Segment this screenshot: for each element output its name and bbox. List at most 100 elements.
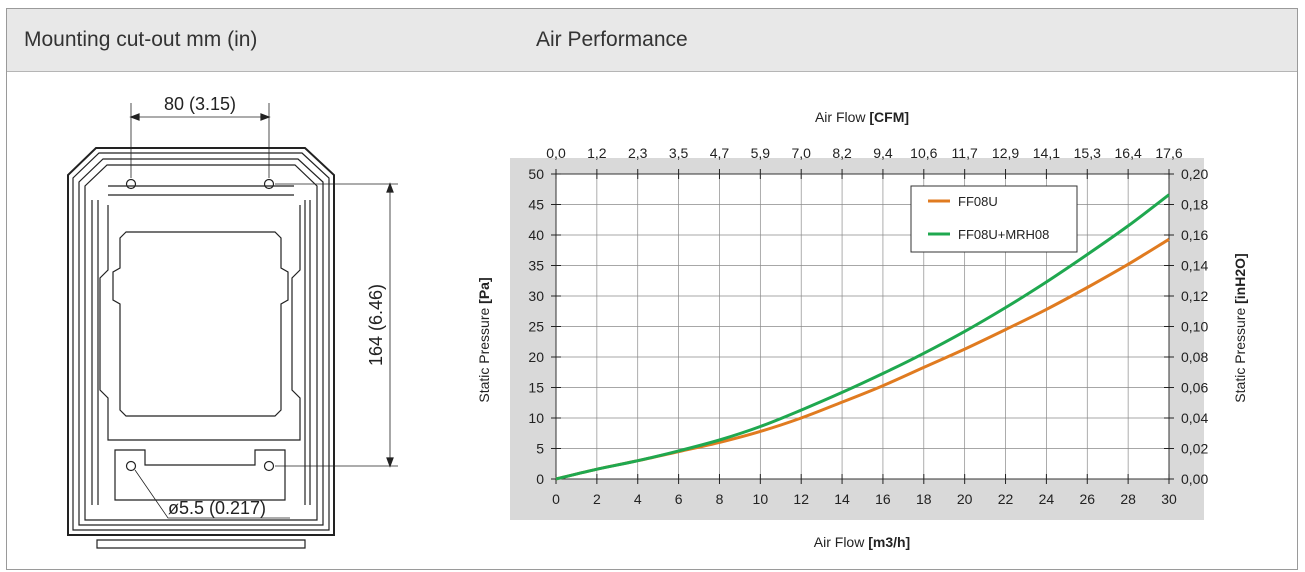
frame-outline: [67, 147, 335, 536]
y2-axis-unit: [inH2O]: [1232, 253, 1248, 304]
y2-axis-title-text: Static Pressure: [1232, 308, 1248, 403]
x-tick-label: 20: [957, 491, 973, 507]
x-tick-label: 22: [998, 491, 1014, 507]
header-bar: Mounting cut-out mm (in) Air Performance: [7, 9, 1297, 72]
y-tick-label: 20: [528, 349, 544, 365]
mounting-hole-top-right: [263, 178, 275, 190]
y-tick-label: 30: [528, 288, 544, 304]
x-tick-label: 30: [1161, 491, 1177, 507]
x2-tick-label: 7,0: [791, 145, 811, 161]
x-tick-label: 28: [1120, 491, 1136, 507]
dim-height-arrow-top: [386, 182, 394, 193]
dim-width-arrow-right: [260, 113, 271, 121]
x-tick-label: 8: [716, 491, 724, 507]
frame-outline-inner-3: [84, 164, 318, 521]
y-tick-label: 35: [528, 258, 544, 274]
y2-tick-label: 0,16: [1181, 227, 1208, 243]
x-axis-title-text: Air Flow: [814, 534, 865, 550]
x2-tick-label: 11,7: [952, 145, 978, 161]
y-tick-label: 0: [536, 471, 544, 487]
y2-tick-label: 0,06: [1181, 380, 1208, 396]
x-tick-label: 4: [634, 491, 642, 507]
y2-tick-label: 0,20: [1181, 166, 1208, 182]
x2-tick-label: 1,2: [587, 145, 607, 161]
dim-hole-leader: [134, 469, 290, 519]
x-tick-label: 10: [753, 491, 769, 507]
datasheet-panel: Mounting cut-out mm (in) Air Performance: [6, 8, 1298, 570]
chart-legend: FF08U FF08U+MRH08: [910, 185, 1078, 253]
x-tick-label: 14: [834, 491, 850, 507]
left-rail: [91, 200, 99, 505]
inner-plate: [99, 205, 301, 441]
chart-grid: [556, 174, 1169, 479]
series-line-ff08u-mrh08: [555, 193, 1170, 481]
y2-tick-label: 0,12: [1181, 288, 1208, 304]
mounting-cutout-heading: Mounting cut-out mm (in): [24, 28, 258, 51]
x-tick-label: 6: [675, 491, 683, 507]
y-tick-label: 15: [528, 380, 544, 396]
frame-outline-inner-2: [78, 158, 324, 526]
mounting-hole-bottom-right: [263, 460, 275, 472]
x2-tick-label: 14,1: [1033, 145, 1060, 161]
bottom-foot: [96, 539, 306, 549]
y-tick-label: 10: [528, 410, 544, 426]
x2-tick-label: 8,2: [832, 145, 852, 161]
y-tick-label: 45: [528, 197, 544, 213]
x-tick-label: 0: [552, 491, 560, 507]
x2-axis-title: Air Flow [CFM]: [815, 109, 909, 125]
dim-height-arrow-bottom: [386, 457, 394, 468]
y-axis-unit: [Pa]: [476, 277, 492, 303]
central-window: [112, 231, 289, 417]
y2-tick-label: 0,14: [1181, 258, 1208, 274]
x2-tick-label: 12,9: [992, 145, 1019, 161]
x-tick-label: 26: [1079, 491, 1095, 507]
top-bar: [108, 185, 294, 196]
dim-height-label: 164 (6.46): [366, 284, 386, 366]
chart-ticks: 0 2 4 6 8 10 12 14 16 18 20 22 24 26 28 300,0 1,2 2,3 3,5 4…: [528, 145, 1208, 507]
legend-label-ff08u: FF08U: [958, 194, 998, 209]
y-tick-label: 25: [528, 319, 544, 335]
x-tick-label: 12: [793, 491, 809, 507]
x-tick-label: 2: [593, 491, 601, 507]
x-tick-label: 18: [916, 491, 932, 507]
dim-width-arrow-left: [129, 113, 140, 121]
frame-outline-inner-1: [72, 152, 330, 531]
y2-axis-title: Static Pressure [inH2O]: [1232, 253, 1248, 402]
x-axis-title: Air Flow [m3/h]: [814, 534, 910, 550]
x-axis-unit: [m3/h]: [868, 534, 910, 550]
x2-tick-label: 10,6: [910, 145, 937, 161]
x2-axis-unit: [CFM]: [869, 109, 909, 125]
lower-cutout: [114, 449, 286, 501]
x-tick-label: 24: [1039, 491, 1055, 507]
y-tick-label: 5: [536, 441, 544, 457]
x-tick-label: 16: [875, 491, 891, 507]
x2-tick-label: 9,4: [873, 145, 893, 161]
x2-tick-label: 16,4: [1115, 145, 1142, 161]
y2-tick-label: 0,10: [1181, 319, 1208, 335]
mounting-hole-bottom-left: [125, 460, 137, 472]
dim-hole-label: ø5.5 (0.217): [168, 498, 266, 518]
y2-tick-label: 0,02: [1181, 441, 1208, 457]
y-axis-title-text: Static Pressure: [476, 308, 492, 403]
y2-tick-label: 0,18: [1181, 197, 1208, 213]
x2-tick-label: 3,5: [669, 145, 689, 161]
x2-tick-label: 15,3: [1074, 145, 1101, 161]
x2-tick-label: 17,6: [1155, 145, 1182, 161]
right-rail: [304, 200, 311, 505]
x2-tick-label: 0,0: [546, 145, 566, 161]
mounting-drawing: [67, 103, 398, 549]
y-axis-title: Static Pressure [Pa]: [476, 277, 492, 402]
chart-series: [555, 193, 1170, 481]
y2-tick-label: 0,00: [1181, 471, 1208, 487]
x2-axis-title-text: Air Flow: [815, 109, 866, 125]
y2-tick-label: 0,04: [1181, 410, 1208, 426]
x2-tick-label: 2,3: [628, 145, 648, 161]
y2-tick-label: 0,08: [1181, 349, 1208, 365]
air-performance-heading: Air Performance: [536, 28, 688, 51]
legend-box: [910, 185, 1078, 253]
x2-tick-label: 4,7: [710, 145, 730, 161]
x2-tick-label: 5,9: [751, 145, 771, 161]
mounting-hole-top-left: [125, 178, 137, 190]
y-tick-label: 40: [528, 227, 544, 243]
